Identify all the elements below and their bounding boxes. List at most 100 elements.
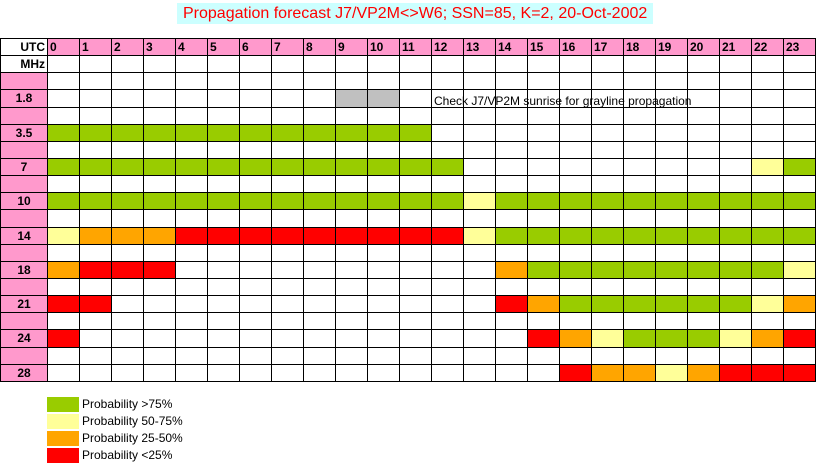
forecast-cell bbox=[783, 157, 816, 177]
forecast-cell bbox=[111, 277, 144, 297]
forecast-cell bbox=[271, 140, 304, 159]
forecast-cell bbox=[751, 140, 784, 159]
forecast-cell bbox=[687, 140, 720, 159]
forecast-cell bbox=[591, 106, 624, 125]
forecast-cell bbox=[175, 123, 208, 142]
forecast-cell bbox=[719, 72, 752, 91]
forecast-cell bbox=[783, 72, 816, 91]
grid-row bbox=[0, 106, 816, 125]
forecast-cell bbox=[335, 55, 368, 74]
forecast-cell bbox=[367, 243, 400, 262]
forecast-cell bbox=[559, 140, 592, 159]
mhz-axis-label: MHz bbox=[0, 55, 48, 74]
forecast-cell bbox=[47, 363, 80, 383]
forecast-cell bbox=[719, 329, 752, 348]
forecast-cell bbox=[687, 312, 720, 331]
forecast-cell bbox=[655, 363, 688, 383]
forecast-cell bbox=[463, 329, 496, 348]
forecast-cell bbox=[143, 346, 176, 365]
forecast-cell bbox=[271, 312, 304, 331]
forecast-cell bbox=[47, 295, 80, 314]
forecast-cell bbox=[655, 140, 688, 159]
forecast-cell bbox=[463, 209, 496, 228]
forecast-cell bbox=[751, 295, 784, 314]
forecast-cell bbox=[495, 295, 528, 314]
forecast-cell bbox=[687, 277, 720, 297]
forecast-cell bbox=[687, 89, 720, 108]
forecast-cell bbox=[79, 260, 112, 279]
forecast-cell bbox=[527, 72, 560, 91]
forecast-cell bbox=[207, 277, 240, 297]
forecast-cell bbox=[623, 123, 656, 142]
forecast-cell bbox=[495, 277, 528, 297]
band-spacer bbox=[0, 72, 48, 91]
forecast-cell bbox=[111, 192, 144, 211]
hour-label: 6 bbox=[239, 37, 272, 57]
forecast-cell bbox=[303, 329, 336, 348]
forecast-cell bbox=[623, 209, 656, 228]
forecast-cell bbox=[559, 312, 592, 331]
forecast-cell bbox=[175, 157, 208, 177]
legend-swatch bbox=[47, 414, 79, 429]
hour-label: 10 bbox=[367, 37, 400, 57]
forecast-cell bbox=[111, 140, 144, 159]
band-spacer bbox=[0, 277, 48, 297]
hour-label: 17 bbox=[591, 37, 624, 57]
forecast-cell bbox=[367, 209, 400, 228]
forecast-cell bbox=[79, 192, 112, 211]
grid-row: 18 bbox=[0, 260, 816, 279]
forecast-cell bbox=[655, 192, 688, 211]
forecast-cell bbox=[463, 243, 496, 262]
hour-label: 15 bbox=[527, 37, 560, 57]
forecast-cell bbox=[655, 106, 688, 125]
forecast-cell bbox=[655, 123, 688, 142]
forecast-cell bbox=[687, 123, 720, 142]
forecast-cell bbox=[111, 209, 144, 228]
forecast-cell bbox=[751, 89, 784, 108]
grid-row bbox=[0, 72, 816, 91]
forecast-cell bbox=[367, 123, 400, 142]
forecast-cell bbox=[463, 72, 496, 91]
forecast-cell bbox=[271, 363, 304, 383]
forecast-cell bbox=[655, 55, 688, 74]
forecast-cell bbox=[111, 329, 144, 348]
forecast-cell bbox=[655, 329, 688, 348]
forecast-cell bbox=[175, 106, 208, 125]
forecast-cell bbox=[303, 72, 336, 91]
forecast-cell bbox=[623, 260, 656, 279]
forecast-cell bbox=[335, 363, 368, 383]
forecast-cell bbox=[399, 260, 432, 279]
forecast-cell bbox=[175, 72, 208, 91]
forecast-cell bbox=[623, 277, 656, 297]
forecast-cell bbox=[207, 363, 240, 383]
hour-label: 23 bbox=[783, 37, 816, 57]
hour-label: 9 bbox=[335, 37, 368, 57]
hour-label: 3 bbox=[143, 37, 176, 57]
forecast-cell bbox=[143, 363, 176, 383]
forecast-cell bbox=[303, 175, 336, 194]
forecast-cell bbox=[399, 140, 432, 159]
forecast-cell bbox=[783, 106, 816, 125]
legend-label: Probability <25% bbox=[82, 448, 173, 462]
forecast-cell bbox=[687, 209, 720, 228]
forecast-cell bbox=[495, 209, 528, 228]
hour-label: 7 bbox=[271, 37, 304, 57]
forecast-cell bbox=[207, 89, 240, 108]
forecast-cell bbox=[655, 312, 688, 331]
forecast-cell bbox=[367, 89, 400, 108]
band-label: 1.8 bbox=[0, 89, 48, 108]
forecast-cell bbox=[719, 55, 752, 74]
band-label: 18 bbox=[0, 260, 48, 279]
forecast-cell bbox=[591, 312, 624, 331]
band-spacer bbox=[0, 175, 48, 194]
forecast-cell bbox=[175, 140, 208, 159]
forecast-cell bbox=[239, 260, 272, 279]
grid-row: 10 bbox=[0, 192, 816, 211]
forecast-cell bbox=[431, 226, 464, 245]
forecast-cell bbox=[175, 277, 208, 297]
forecast-cell bbox=[367, 157, 400, 177]
forecast-cell bbox=[143, 329, 176, 348]
forecast-cell bbox=[143, 123, 176, 142]
forecast-cell bbox=[431, 260, 464, 279]
forecast-cell bbox=[207, 209, 240, 228]
